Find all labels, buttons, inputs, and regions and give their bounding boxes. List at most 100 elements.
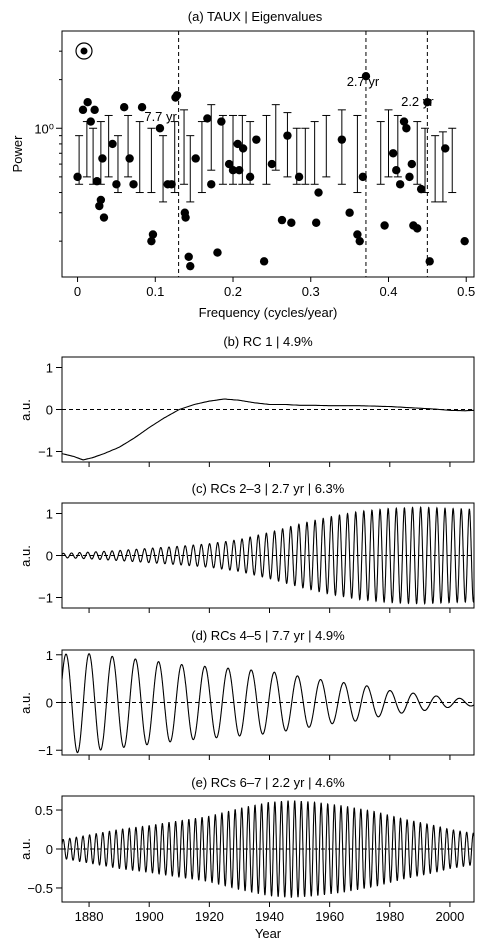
eigenvalue-point — [423, 97, 432, 107]
period-markers: 7.7 yr2.7 yr2.2 yr — [144, 31, 434, 277]
eigenvalue-point — [99, 213, 109, 222]
panel-e-xlabel: Year — [255, 926, 282, 941]
x-axis-ticks: 0 0.1 0.2 0.3 0.4 0.5 — [74, 277, 475, 299]
eigenvalue-point — [172, 91, 182, 100]
eigenvalue-point — [361, 72, 371, 81]
panel-e: (e) RCs 6–7 | 2.2 yr | 4.6% −0.5 0 0.5 1880… — [18, 775, 475, 941]
eigenvalue-point — [392, 165, 401, 175]
panel-a-xlabel: Frequency (cycles/year) — [199, 305, 338, 320]
panel-b-title: (b) RC 1 | 4.9% — [223, 334, 313, 349]
x-tick-label: 0 — [74, 284, 81, 299]
eigenvalue-point — [345, 208, 354, 217]
eigenvalue-point — [460, 236, 469, 246]
eigenvalue-point — [395, 180, 405, 189]
eigenvalue-point — [78, 105, 88, 115]
panel-a-frame — [61, 30, 475, 278]
eigenvalue-point — [217, 117, 226, 126]
eigenvalue-point — [98, 154, 107, 163]
y-tick-label: −1 — [38, 743, 53, 758]
panel-a-ylabel: Power — [10, 135, 25, 173]
eigenvalue-point — [413, 224, 422, 233]
y-tick-label: 0 — [46, 403, 53, 418]
eigenvalue-point — [337, 135, 347, 144]
y-tick-label: −1 — [38, 445, 53, 460]
y-axis-ticks: 10⁰ — [34, 50, 62, 242]
y-tick-label: 0 — [46, 696, 53, 711]
panel-c-ylabel: a.u. — [18, 545, 33, 567]
eigenvalue-point — [90, 105, 99, 115]
panel-e-title: (e) RCs 6–7 | 2.2 yr | 4.6% — [191, 775, 345, 790]
x-tick-label: 1880 — [75, 909, 104, 924]
panel-d-title: (d) RCs 4–5 | 7.7 yr | 4.9% — [191, 628, 345, 643]
y-tick-label: 1 — [46, 361, 53, 376]
origin-marker — [75, 42, 93, 60]
eigenvalue-point — [207, 180, 216, 189]
eigenvalue-point — [184, 252, 193, 262]
period-label: 2.7 yr — [347, 74, 380, 89]
x-tick-label: 1960 — [315, 909, 344, 924]
eigenvalue-point — [358, 172, 368, 182]
y-tick-label: 0 — [46, 842, 53, 857]
eigenvalue-point — [137, 103, 147, 112]
eigenvalue-point — [125, 154, 134, 163]
panel-e-ylabel: a.u. — [18, 838, 33, 860]
x-tick-label: 0.5 — [457, 284, 475, 299]
series-line — [61, 653, 475, 754]
panel-d-ylabel: a.u. — [18, 692, 33, 714]
eigenvalue-point — [259, 257, 269, 266]
series-line — [61, 800, 475, 899]
eigenvalue-point — [224, 159, 234, 169]
x-tick-label: 0.3 — [302, 284, 320, 299]
eigenvalue-point — [96, 195, 106, 205]
eigenvalue-point — [119, 103, 129, 112]
series-line — [61, 398, 475, 461]
eigenvalue-point — [314, 188, 323, 197]
eigenvalue-point — [235, 165, 244, 175]
x-tick-label: 1920 — [195, 909, 224, 924]
panel-b-plot: −1 0 1 — [38, 361, 475, 467]
eigenvalue-point — [311, 218, 321, 227]
panel-c: (c) RCs 2–3 | 2.7 yr | 6.3% −1 0 1 a.u. — [18, 481, 475, 613]
eigenvalue-point — [353, 230, 362, 239]
panel-d-plot: −1 0 1 — [38, 648, 475, 760]
eigenvalue-point — [407, 159, 417, 169]
series-line — [61, 506, 475, 605]
panel-d: (d) RCs 4–5 | 7.7 yr | 4.9% −1 0 1 a.u. — [18, 628, 475, 760]
eigenvalue-point — [267, 159, 277, 169]
x-tick-label: 1940 — [255, 909, 284, 924]
eigenvalue-point — [191, 154, 200, 163]
eigenvalue-point — [83, 97, 92, 107]
y-tick-label: 1 — [46, 507, 53, 522]
y-tick-label: 1 — [46, 648, 53, 663]
eigenvalue-point — [92, 177, 102, 186]
eigenvalue-point — [416, 184, 426, 194]
panel-b: (b) RC 1 | 4.9% −1 0 1 a.u. — [18, 334, 475, 467]
y-tick-label: −0.5 — [27, 881, 53, 896]
x-tick-label: 0.4 — [379, 284, 397, 299]
eigenvalue-point — [86, 117, 95, 126]
eigenvalue-point — [73, 172, 82, 182]
eigenvalue-point — [287, 218, 296, 227]
eigenvalue-point — [425, 257, 434, 266]
eigenvalue-point — [277, 215, 287, 225]
eigenvalue-point — [294, 172, 304, 182]
eigenvalue-point — [238, 144, 248, 153]
eigenvalue-point — [399, 117, 409, 126]
panel-a: (a) TAUX | Eigenvalues 7.7 yr2.7 yr2.2 y… — [10, 9, 475, 320]
eigenvalue-points — [73, 72, 469, 271]
period-label: 7.7 yr — [144, 109, 177, 124]
eigenvalue-point — [283, 131, 292, 140]
x-tick-label: 0.2 — [224, 284, 242, 299]
eigenvalue-point — [112, 180, 121, 189]
eigenvalue-point — [147, 236, 156, 246]
eigenvalue-point — [252, 135, 261, 144]
y-tick-label: 10⁰ — [34, 121, 54, 136]
x-tick-label: 1980 — [375, 909, 404, 924]
eigenvalue-point — [355, 236, 364, 246]
x-tick-label: 0.1 — [146, 284, 164, 299]
eigenvalue-point — [186, 261, 195, 271]
eigenvalue-point — [155, 124, 165, 133]
eigenvalue-point — [388, 149, 398, 158]
eigenvalue-point — [203, 114, 212, 123]
